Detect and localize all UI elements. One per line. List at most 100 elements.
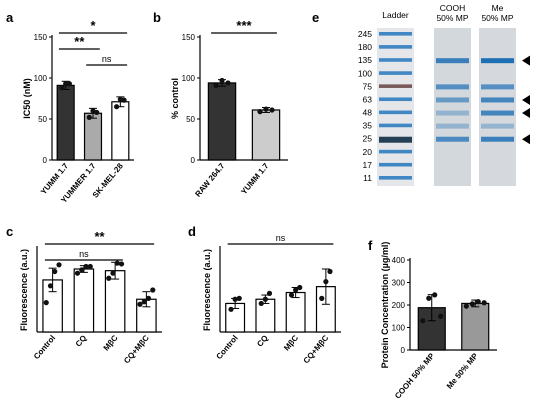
sample-band <box>481 136 514 142</box>
sample-band <box>436 97 469 103</box>
gel-lane-2 <box>479 28 516 186</box>
data-point <box>228 306 234 312</box>
y-tick-label: 150 <box>34 33 48 42</box>
ladder-band <box>379 32 412 36</box>
ladder-band <box>379 136 412 143</box>
bar-f-1 <box>461 302 490 351</box>
mw-label: 75 <box>363 81 373 91</box>
y-tick-label: 0 <box>191 156 196 165</box>
sample-band <box>436 136 469 142</box>
lane-label: Me <box>492 3 504 13</box>
band-arrow-icon <box>522 94 530 105</box>
data-point <box>257 109 263 115</box>
data-point <box>469 301 475 307</box>
y-tick-label: 200 <box>392 301 406 310</box>
band-arrow-icon <box>522 108 530 119</box>
data-point <box>118 261 125 267</box>
data-point <box>297 284 303 291</box>
y-tick-label: 100 <box>392 324 406 333</box>
data-point <box>121 97 127 103</box>
significance-label: * <box>90 18 96 33</box>
data-point <box>145 295 152 301</box>
sample-band <box>436 123 469 129</box>
mw-label: 63 <box>363 94 373 104</box>
data-point <box>114 260 120 266</box>
mw-label: 245 <box>358 29 372 39</box>
y-axis-label: Fluorescence (a.u.) <box>19 249 29 331</box>
significance-label: ** <box>74 34 85 49</box>
mw-label: 100 <box>358 68 372 78</box>
data-point <box>420 318 426 324</box>
data-point <box>47 283 54 289</box>
data-point <box>94 109 100 116</box>
y-tick-label: 100 <box>182 74 196 83</box>
data-point <box>114 104 120 110</box>
significance-label: ** <box>94 229 105 244</box>
sample-band <box>481 58 514 64</box>
gel-lane-1 <box>434 28 471 186</box>
bar-a-1 <box>83 112 103 161</box>
ladder-band <box>379 123 412 128</box>
category-label: YUMM 1.7 <box>239 161 271 196</box>
ladder-band <box>379 84 412 88</box>
band-arrow-icon <box>522 134 530 145</box>
data-point <box>56 262 62 268</box>
category-label: Me 50% MP <box>445 351 480 391</box>
data-point <box>288 292 295 298</box>
sample-band <box>481 123 514 129</box>
bar-a-0 <box>56 84 75 161</box>
data-point <box>269 107 275 113</box>
y-tick-label: 400 <box>392 256 406 265</box>
panel-letter-b: b <box>153 10 161 25</box>
data-point <box>150 287 156 293</box>
sample-band <box>436 84 469 90</box>
data-point <box>262 296 268 302</box>
data-point <box>66 81 72 87</box>
data-point <box>293 287 299 293</box>
lane-label: COOH <box>440 3 466 13</box>
category-label: COOH 50% MP <box>393 351 437 401</box>
panel-letter-e: e <box>312 10 319 25</box>
panel-letter-a: a <box>6 10 14 25</box>
bar-b-0 <box>207 82 237 161</box>
category-label: RAW 264.7 <box>193 161 227 199</box>
y-tick-label: 300 <box>392 279 406 288</box>
chart-c: Fluorescence (a.u.)Control CQ MβC CQ+MβC ** n… <box>19 229 162 365</box>
mw-label: 48 <box>363 108 373 118</box>
y-tick-label: 50 <box>186 115 195 124</box>
data-point <box>87 263 93 270</box>
category-label: CQ <box>255 334 270 349</box>
category-label: CQ <box>74 334 89 349</box>
gel-lane-0 <box>377 28 414 186</box>
data-point <box>432 292 438 298</box>
significance-label: ns <box>79 249 89 259</box>
data-point <box>43 300 49 306</box>
data-point <box>137 301 143 307</box>
ladder-band <box>379 97 412 102</box>
ladder-band <box>379 110 412 115</box>
data-point <box>475 299 481 305</box>
data-point <box>481 300 487 306</box>
bar-a-2 <box>111 101 130 161</box>
data-point <box>74 270 81 276</box>
panel-letter-d: d <box>188 224 196 239</box>
category-label: Control <box>32 334 57 362</box>
data-point <box>323 279 329 285</box>
data-point <box>266 290 273 296</box>
category-label: MβC <box>282 333 300 352</box>
lane-label: 50% MP <box>436 13 468 23</box>
bar-c-1 <box>73 268 95 333</box>
ladder-band <box>379 71 412 75</box>
data-point <box>263 106 269 112</box>
y-axis-label: Protein Concentration (µg/ml) <box>380 242 390 369</box>
category-label: Control <box>214 334 239 362</box>
significance-label: *** <box>236 18 252 33</box>
chart-d: Fluorescence (a.u.)Control CQ MβC CQ+MβC ns <box>202 233 341 365</box>
category-label: CQ+MβC <box>302 333 331 365</box>
panel-letter-f: f <box>368 238 373 253</box>
panel-letter-c: c <box>6 224 13 239</box>
